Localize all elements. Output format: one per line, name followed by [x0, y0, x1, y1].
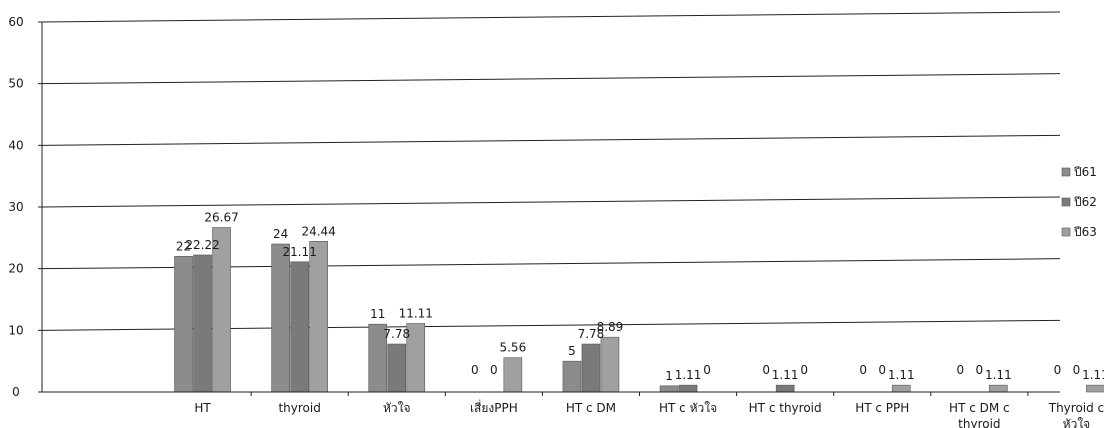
x-tick-label: HT	[194, 401, 211, 415]
y-axis: 0 10 20 30 40 50 60	[8, 15, 43, 399]
y-tick-label: 30	[8, 200, 23, 214]
bar-ปี62-4	[581, 343, 601, 393]
data-label: 0	[490, 363, 498, 377]
data-label: 22	[176, 239, 191, 253]
x-tick-label: thyroid	[958, 417, 1000, 428]
data-label: 11.11	[399, 306, 433, 320]
bar-ปี63-8	[989, 384, 1008, 393]
data-label: 0	[800, 363, 808, 377]
data-label: 5	[568, 344, 576, 358]
gridline-40	[41, 134, 1061, 146]
data-label: 21.11	[282, 245, 316, 259]
data-label: 1.11	[985, 368, 1012, 382]
y-tick-label: 50	[8, 77, 23, 91]
data-label: 1.11	[675, 368, 702, 382]
data-label: 26.67	[204, 211, 238, 225]
bar-ปี62-0	[193, 254, 212, 393]
legend: ปี61 ปี62 ปี63	[1061, 165, 1097, 239]
data-label: 24	[273, 227, 288, 241]
bar-ปี62-5	[678, 384, 698, 393]
gridline-50	[41, 73, 1061, 85]
y-tick-label: 40	[8, 138, 23, 152]
data-label: 22.22	[185, 238, 219, 252]
data-label: 1.11	[888, 368, 915, 382]
data-label: 0	[859, 363, 867, 377]
gridline-30	[41, 196, 1061, 208]
bar-ปี61-4	[562, 360, 582, 393]
y-tick-label: 0	[12, 385, 20, 399]
y-tick-label: 60	[8, 15, 23, 29]
data-label: 1.11	[1082, 368, 1104, 382]
data-label: 0	[1073, 363, 1081, 377]
data-label: 0	[976, 363, 984, 377]
bar-ปี62-1	[290, 261, 309, 393]
x-tick-label: เสี่ยงPPH	[470, 399, 518, 415]
bar-ปี63-3	[503, 357, 523, 393]
bar-ปี63-7	[891, 384, 911, 393]
data-label: 0	[471, 363, 479, 377]
bar-ปี63-9	[1086, 384, 1104, 393]
legend-label-ปี62: ปี62	[1073, 195, 1096, 209]
legend-label-ปี61: ปี61	[1073, 165, 1096, 179]
bar-ปี61-5	[659, 385, 679, 393]
x-tick-label: HT c PPH	[855, 401, 909, 415]
legend-swatch-ปี63	[1061, 227, 1071, 237]
data-label: 1	[665, 369, 673, 383]
data-label: 7.78	[383, 327, 410, 341]
bar-ปี61-1	[271, 243, 290, 393]
x-tick-label: thyroid	[278, 401, 320, 415]
y-tick-label: 20	[8, 262, 23, 276]
bar-ปี63-0	[212, 227, 231, 393]
bar-ปี62-6	[775, 384, 795, 393]
x-axis: HT thyroid หัวใจ เสี่ยงPPH HT c DM HT c หัวใจ…	[42, 391, 1104, 428]
data-label: 0	[1054, 363, 1062, 377]
data-label: 5.56	[499, 341, 526, 355]
legend-swatch-ปี61	[1061, 167, 1071, 177]
x-tick-label: HT c DM	[566, 401, 616, 415]
data-label: 24.44	[301, 224, 335, 238]
data-label: 0	[878, 363, 886, 377]
x-tick-label: HT c thyroid	[749, 401, 822, 415]
x-tick-label: Thyroid c	[1048, 401, 1104, 415]
x-tick-label: หัวใจ	[1063, 417, 1091, 428]
data-label: 8.89	[597, 320, 624, 334]
legend-label-ปี63: ปี63	[1073, 225, 1096, 239]
y-tick-label: 10	[8, 323, 23, 337]
gridline-60	[41, 11, 1061, 23]
bar-ปี62-2	[387, 343, 407, 393]
x-tick-label: HT c DM c	[949, 401, 1010, 415]
x-tick-label: HT c หัวใจ	[659, 401, 717, 415]
bar-ปี63-4	[600, 336, 620, 393]
bar-ปี61-0	[174, 256, 193, 393]
bar-ปี63-1	[309, 240, 328, 393]
data-label: 0	[703, 363, 711, 377]
data-label: 0	[762, 363, 770, 377]
data-label: 7.78	[578, 327, 605, 341]
data-label: 0	[957, 363, 965, 377]
data-label: 11	[370, 307, 385, 321]
x-tick-label: หัวใจ	[383, 401, 411, 415]
legend-swatch-ปี62	[1061, 197, 1071, 207]
data-label: 1.11	[772, 368, 799, 382]
